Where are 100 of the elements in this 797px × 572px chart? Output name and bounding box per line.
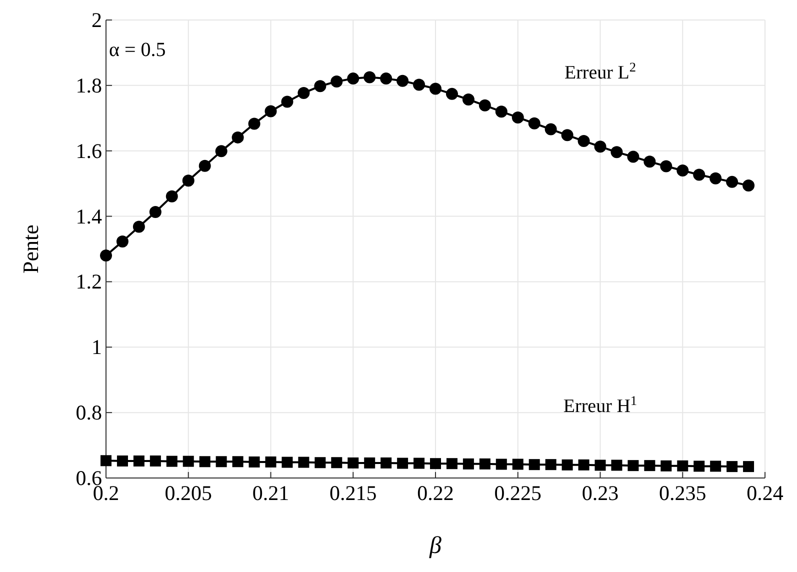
x-tick-label: 0.22	[417, 481, 454, 505]
point	[544, 123, 557, 136]
point	[380, 457, 392, 468]
annotation: α = 0.5	[109, 39, 166, 61]
point	[314, 80, 326, 92]
point	[478, 99, 491, 112]
point	[495, 106, 508, 118]
text: Erreur L$^{2}$	[564, 59, 636, 84]
point	[594, 140, 606, 153]
text: Erreur H$^{1}$	[563, 392, 638, 418]
point	[694, 460, 705, 472]
point	[611, 460, 622, 471]
point	[528, 459, 540, 470]
point	[150, 455, 161, 466]
point	[743, 461, 754, 472]
point	[676, 164, 689, 176]
point	[610, 146, 623, 158]
y-tick-label: 1.6	[76, 138, 102, 163]
x-tick-label: 0.21	[252, 481, 290, 505]
point	[166, 190, 178, 202]
point	[298, 86, 310, 99]
point	[677, 460, 688, 472]
y-tick-label: 1.4	[76, 204, 102, 228]
point	[364, 71, 376, 84]
point	[347, 72, 360, 85]
point	[446, 458, 458, 470]
y-tick-label: 0.8	[76, 400, 102, 425]
y-tick-label: 1.2	[76, 270, 102, 294]
point	[496, 458, 507, 470]
point	[248, 118, 260, 130]
point	[281, 96, 294, 108]
point	[660, 160, 672, 172]
y-tick-label: 1.8	[76, 73, 102, 98]
point	[578, 135, 590, 148]
x-tick-label: 0.215	[330, 481, 377, 505]
point	[628, 460, 639, 472]
point	[710, 172, 722, 184]
point	[264, 105, 277, 118]
point	[726, 176, 738, 188]
point	[578, 459, 590, 470]
y-axis-title: Pente	[18, 224, 43, 274]
point	[594, 460, 606, 471]
point	[199, 456, 210, 468]
x-tick-label: 0.235	[659, 481, 706, 505]
y-tick-label: 1	[92, 335, 102, 360]
point	[430, 458, 441, 470]
point	[198, 160, 211, 172]
point	[644, 156, 656, 168]
point	[282, 456, 293, 468]
point	[100, 250, 112, 262]
x-tick-label: 0.225	[494, 481, 542, 505]
point	[528, 117, 540, 130]
point	[660, 460, 672, 472]
point	[116, 235, 128, 248]
x-axis-title: β	[428, 533, 442, 559]
point	[414, 458, 425, 469]
point	[397, 458, 408, 469]
point	[413, 78, 426, 91]
point	[742, 180, 755, 192]
point	[314, 457, 326, 468]
point	[462, 458, 474, 470]
point	[693, 168, 706, 181]
point	[216, 456, 227, 468]
point	[132, 220, 145, 233]
point	[380, 72, 392, 85]
point	[232, 456, 244, 468]
point	[512, 111, 524, 124]
point	[561, 129, 574, 142]
point	[710, 460, 722, 472]
x-tick-label: 0.23	[582, 481, 619, 505]
point	[330, 76, 343, 88]
point	[133, 455, 144, 466]
point	[149, 206, 162, 218]
point	[166, 456, 178, 467]
point	[232, 131, 244, 144]
x-tick-label: 0.205	[164, 481, 212, 505]
point	[265, 456, 276, 468]
point	[512, 458, 524, 470]
point	[100, 455, 112, 466]
point	[331, 457, 342, 468]
point	[364, 457, 376, 468]
x-tick-label: 0.24	[746, 481, 784, 505]
point	[116, 455, 128, 466]
point	[562, 459, 573, 470]
point	[348, 457, 359, 468]
point	[644, 460, 656, 472]
point	[182, 456, 194, 467]
point	[396, 74, 409, 87]
point	[446, 88, 458, 100]
point	[298, 456, 310, 468]
point	[430, 82, 442, 95]
point	[462, 93, 474, 106]
point	[627, 150, 640, 163]
y-tick-label: 2	[92, 8, 102, 32]
point	[545, 459, 556, 470]
point	[726, 461, 738, 472]
point	[479, 458, 490, 470]
point	[182, 174, 194, 187]
point	[248, 456, 260, 468]
point	[215, 145, 228, 158]
